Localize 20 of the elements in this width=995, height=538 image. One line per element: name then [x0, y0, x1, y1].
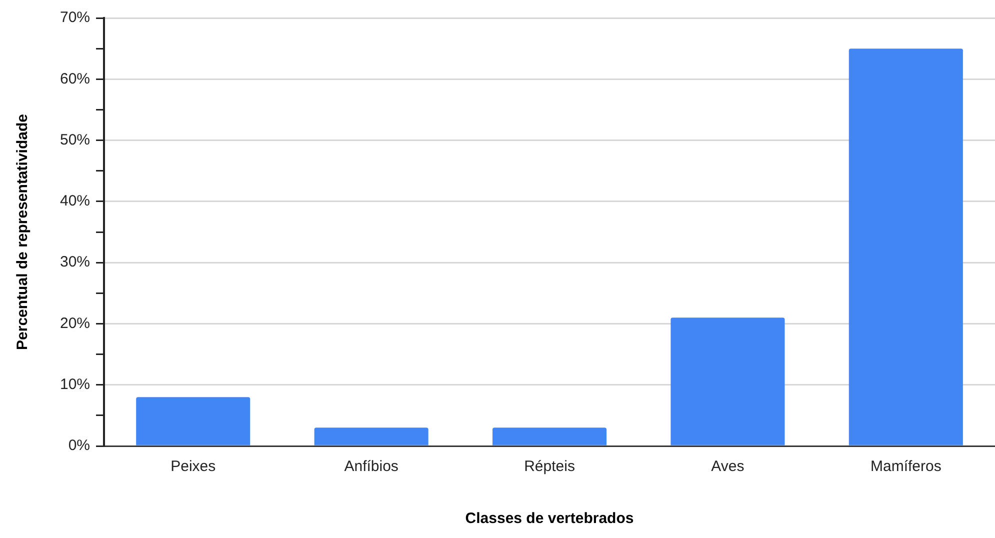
y-tick-label: 20% [60, 314, 90, 332]
x-tick-label: Répteis [524, 458, 575, 476]
bar [492, 428, 607, 446]
y-tick-label: 10% [60, 376, 90, 393]
y-tick-label: 0% [68, 437, 90, 454]
y-tick-label: 70% [60, 9, 90, 26]
x-tick-label: Mamíferos [870, 458, 942, 476]
bar [848, 48, 963, 446]
x-tick-label: Anfíbios [344, 458, 398, 476]
y-axis-title: Percentual de representatividade [14, 114, 32, 350]
y-tick-label: 40% [60, 192, 90, 210]
bar [314, 428, 428, 446]
bar [136, 397, 250, 446]
y-tick-label: 50% [60, 131, 90, 148]
x-tick-label: Peixes [170, 458, 216, 476]
y-tick-label: 30% [60, 254, 90, 271]
x-tick-label: Aves [711, 458, 744, 476]
bar [670, 318, 785, 446]
x-axis-title: Classes de vertebrados [465, 510, 634, 528]
y-tick-label: 60% [60, 70, 90, 88]
